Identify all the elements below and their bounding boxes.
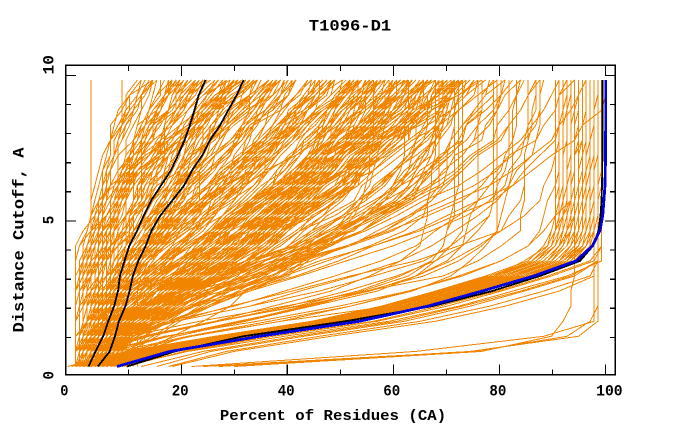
svg-text:80: 80 [489,382,506,400]
svg-text:60: 60 [383,382,400,400]
svg-text:40: 40 [278,382,295,400]
svg-text:Distance Cutoff, A: Distance Cutoff, A [11,147,29,332]
svg-text:T1096-D1: T1096-D1 [309,18,391,36]
svg-text:0: 0 [40,371,58,380]
svg-text:20: 20 [172,382,189,400]
svg-text:5: 5 [40,216,58,225]
svg-text:100: 100 [596,382,623,400]
svg-text:Percent of Residues (CA): Percent of Residues (CA) [220,408,446,425]
svg-text:10: 10 [40,55,58,74]
svg-text:0: 0 [60,382,68,400]
